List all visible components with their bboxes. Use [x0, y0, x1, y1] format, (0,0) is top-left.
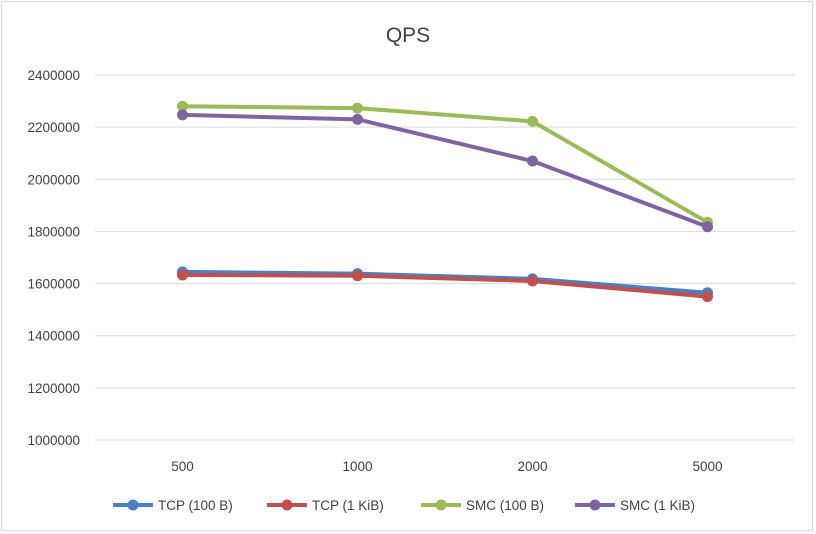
y-tick-label: 2200000 — [27, 120, 80, 135]
data-point — [352, 270, 363, 282]
series-line — [180, 112, 710, 229]
legend-item: TCP (100 B) — [113, 498, 233, 513]
y-tick-label: 1000000 — [27, 433, 80, 448]
legend-label: TCP (1 KiB) — [312, 498, 384, 513]
data-point — [352, 102, 363, 114]
series-line — [180, 104, 710, 225]
legend-item: TCP (1 KiB) — [267, 498, 384, 513]
series-2 — [177, 100, 713, 228]
y-tick-label: 1400000 — [27, 329, 80, 344]
data-point — [352, 113, 363, 125]
legend-marker — [127, 499, 139, 511]
legend: TCP (100 B) TCP (1 KiB) SMC (100 B) SMC (1 … — [113, 498, 695, 513]
x-tick-label: 1000 — [342, 459, 372, 474]
data-point — [702, 221, 713, 233]
chart-title: QPS — [386, 24, 430, 47]
y-tick-label: 1200000 — [27, 381, 80, 396]
data-point — [177, 109, 188, 121]
x-tick-label: 2000 — [517, 459, 547, 474]
series-1 — [177, 269, 713, 303]
data-point — [702, 291, 713, 303]
legend-label: TCP (100 B) — [158, 498, 233, 513]
series-layer — [177, 100, 713, 303]
legend-item: SMC (100 B) — [421, 498, 544, 513]
data-point — [527, 275, 538, 287]
legend-marker — [435, 499, 447, 511]
legend-marker — [589, 499, 601, 511]
series-line — [180, 272, 710, 299]
data-point — [527, 155, 538, 167]
legend-label: SMC (1 KiB) — [620, 498, 695, 513]
y-tick-label: 2000000 — [27, 172, 80, 187]
legend-item: SMC (1 KiB) — [575, 498, 695, 513]
data-point — [177, 269, 188, 281]
x-axis-ticks: 500 1000 2000 5000 — [171, 459, 722, 474]
series-line — [180, 269, 710, 295]
grid-layer — [95, 74, 795, 441]
legend-marker — [281, 499, 293, 511]
series-0 — [177, 266, 713, 299]
series-3 — [177, 109, 713, 233]
y-tick-label: 2400000 — [27, 68, 80, 83]
x-tick-label: 5000 — [692, 459, 722, 474]
y-axis-ticks: 1000000 1200000 1400000 1600000 1800000 20000… — [27, 68, 80, 448]
y-tick-label: 1600000 — [27, 277, 80, 292]
y-tick-label: 1800000 — [27, 224, 80, 239]
x-tick-label: 500 — [171, 459, 194, 474]
data-point — [527, 115, 538, 127]
legend-label: SMC (100 B) — [466, 498, 544, 513]
data-point — [177, 100, 188, 112]
